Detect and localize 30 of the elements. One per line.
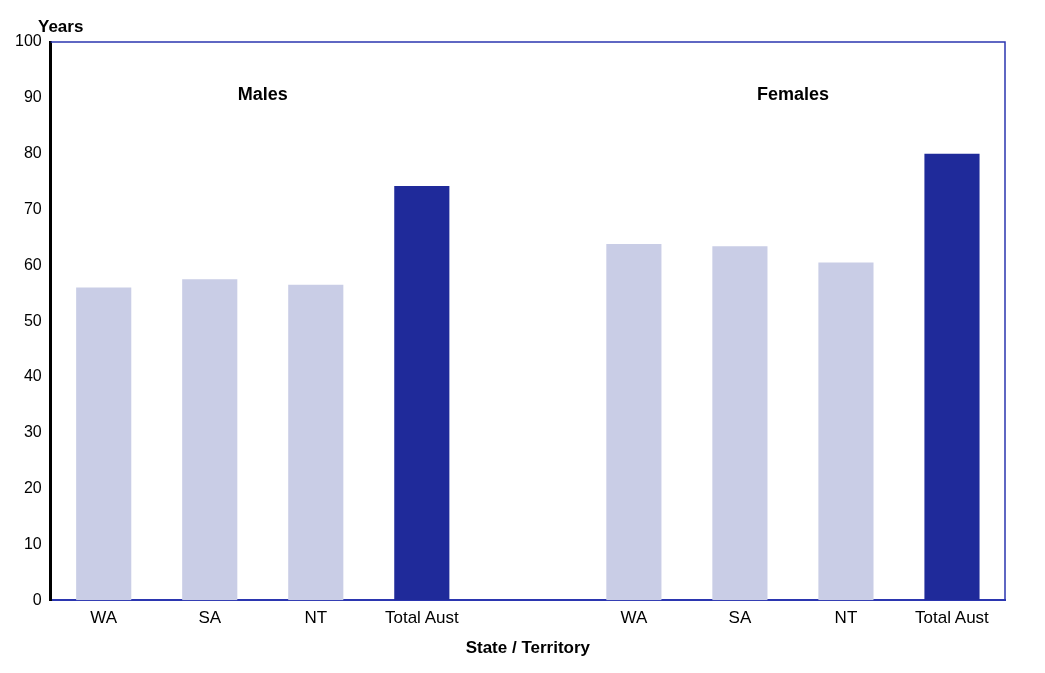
bar bbox=[924, 153, 980, 601]
y-tick-label: 50 bbox=[23, 311, 42, 329]
x-tick-label: WA bbox=[90, 608, 118, 628]
x-axis-title: State / Territory bbox=[465, 638, 591, 658]
x-tick-label: WA bbox=[620, 608, 648, 628]
y-tick-label: 40 bbox=[23, 367, 42, 385]
annotation: Males bbox=[237, 84, 288, 104]
bar bbox=[76, 287, 132, 601]
bar bbox=[394, 186, 450, 601]
bar bbox=[288, 284, 344, 601]
y-tick-label: 90 bbox=[23, 88, 42, 106]
y-tick-label: 30 bbox=[23, 423, 42, 441]
y-tick-label: 100 bbox=[14, 32, 42, 50]
x-tick-label: NT bbox=[834, 608, 858, 628]
y-tick-label: 70 bbox=[23, 199, 42, 217]
bar bbox=[182, 279, 238, 601]
x-tick-label: Total Aust bbox=[384, 608, 459, 628]
annotation: Females bbox=[756, 84, 829, 104]
x-tick-label: SA bbox=[198, 608, 222, 628]
y-tick-label: 20 bbox=[23, 478, 42, 496]
y-tick-label: 80 bbox=[23, 144, 42, 162]
x-tick-label: NT bbox=[304, 608, 328, 628]
y-tick-label: 60 bbox=[23, 255, 42, 273]
x-tick-label: Total Aust bbox=[915, 608, 990, 628]
bar bbox=[712, 246, 768, 601]
x-tick-label: SA bbox=[728, 608, 752, 628]
bar bbox=[818, 262, 874, 601]
bar bbox=[606, 244, 662, 601]
y-tick-label: 10 bbox=[23, 534, 42, 552]
y-tick-label: 0 bbox=[32, 590, 42, 608]
